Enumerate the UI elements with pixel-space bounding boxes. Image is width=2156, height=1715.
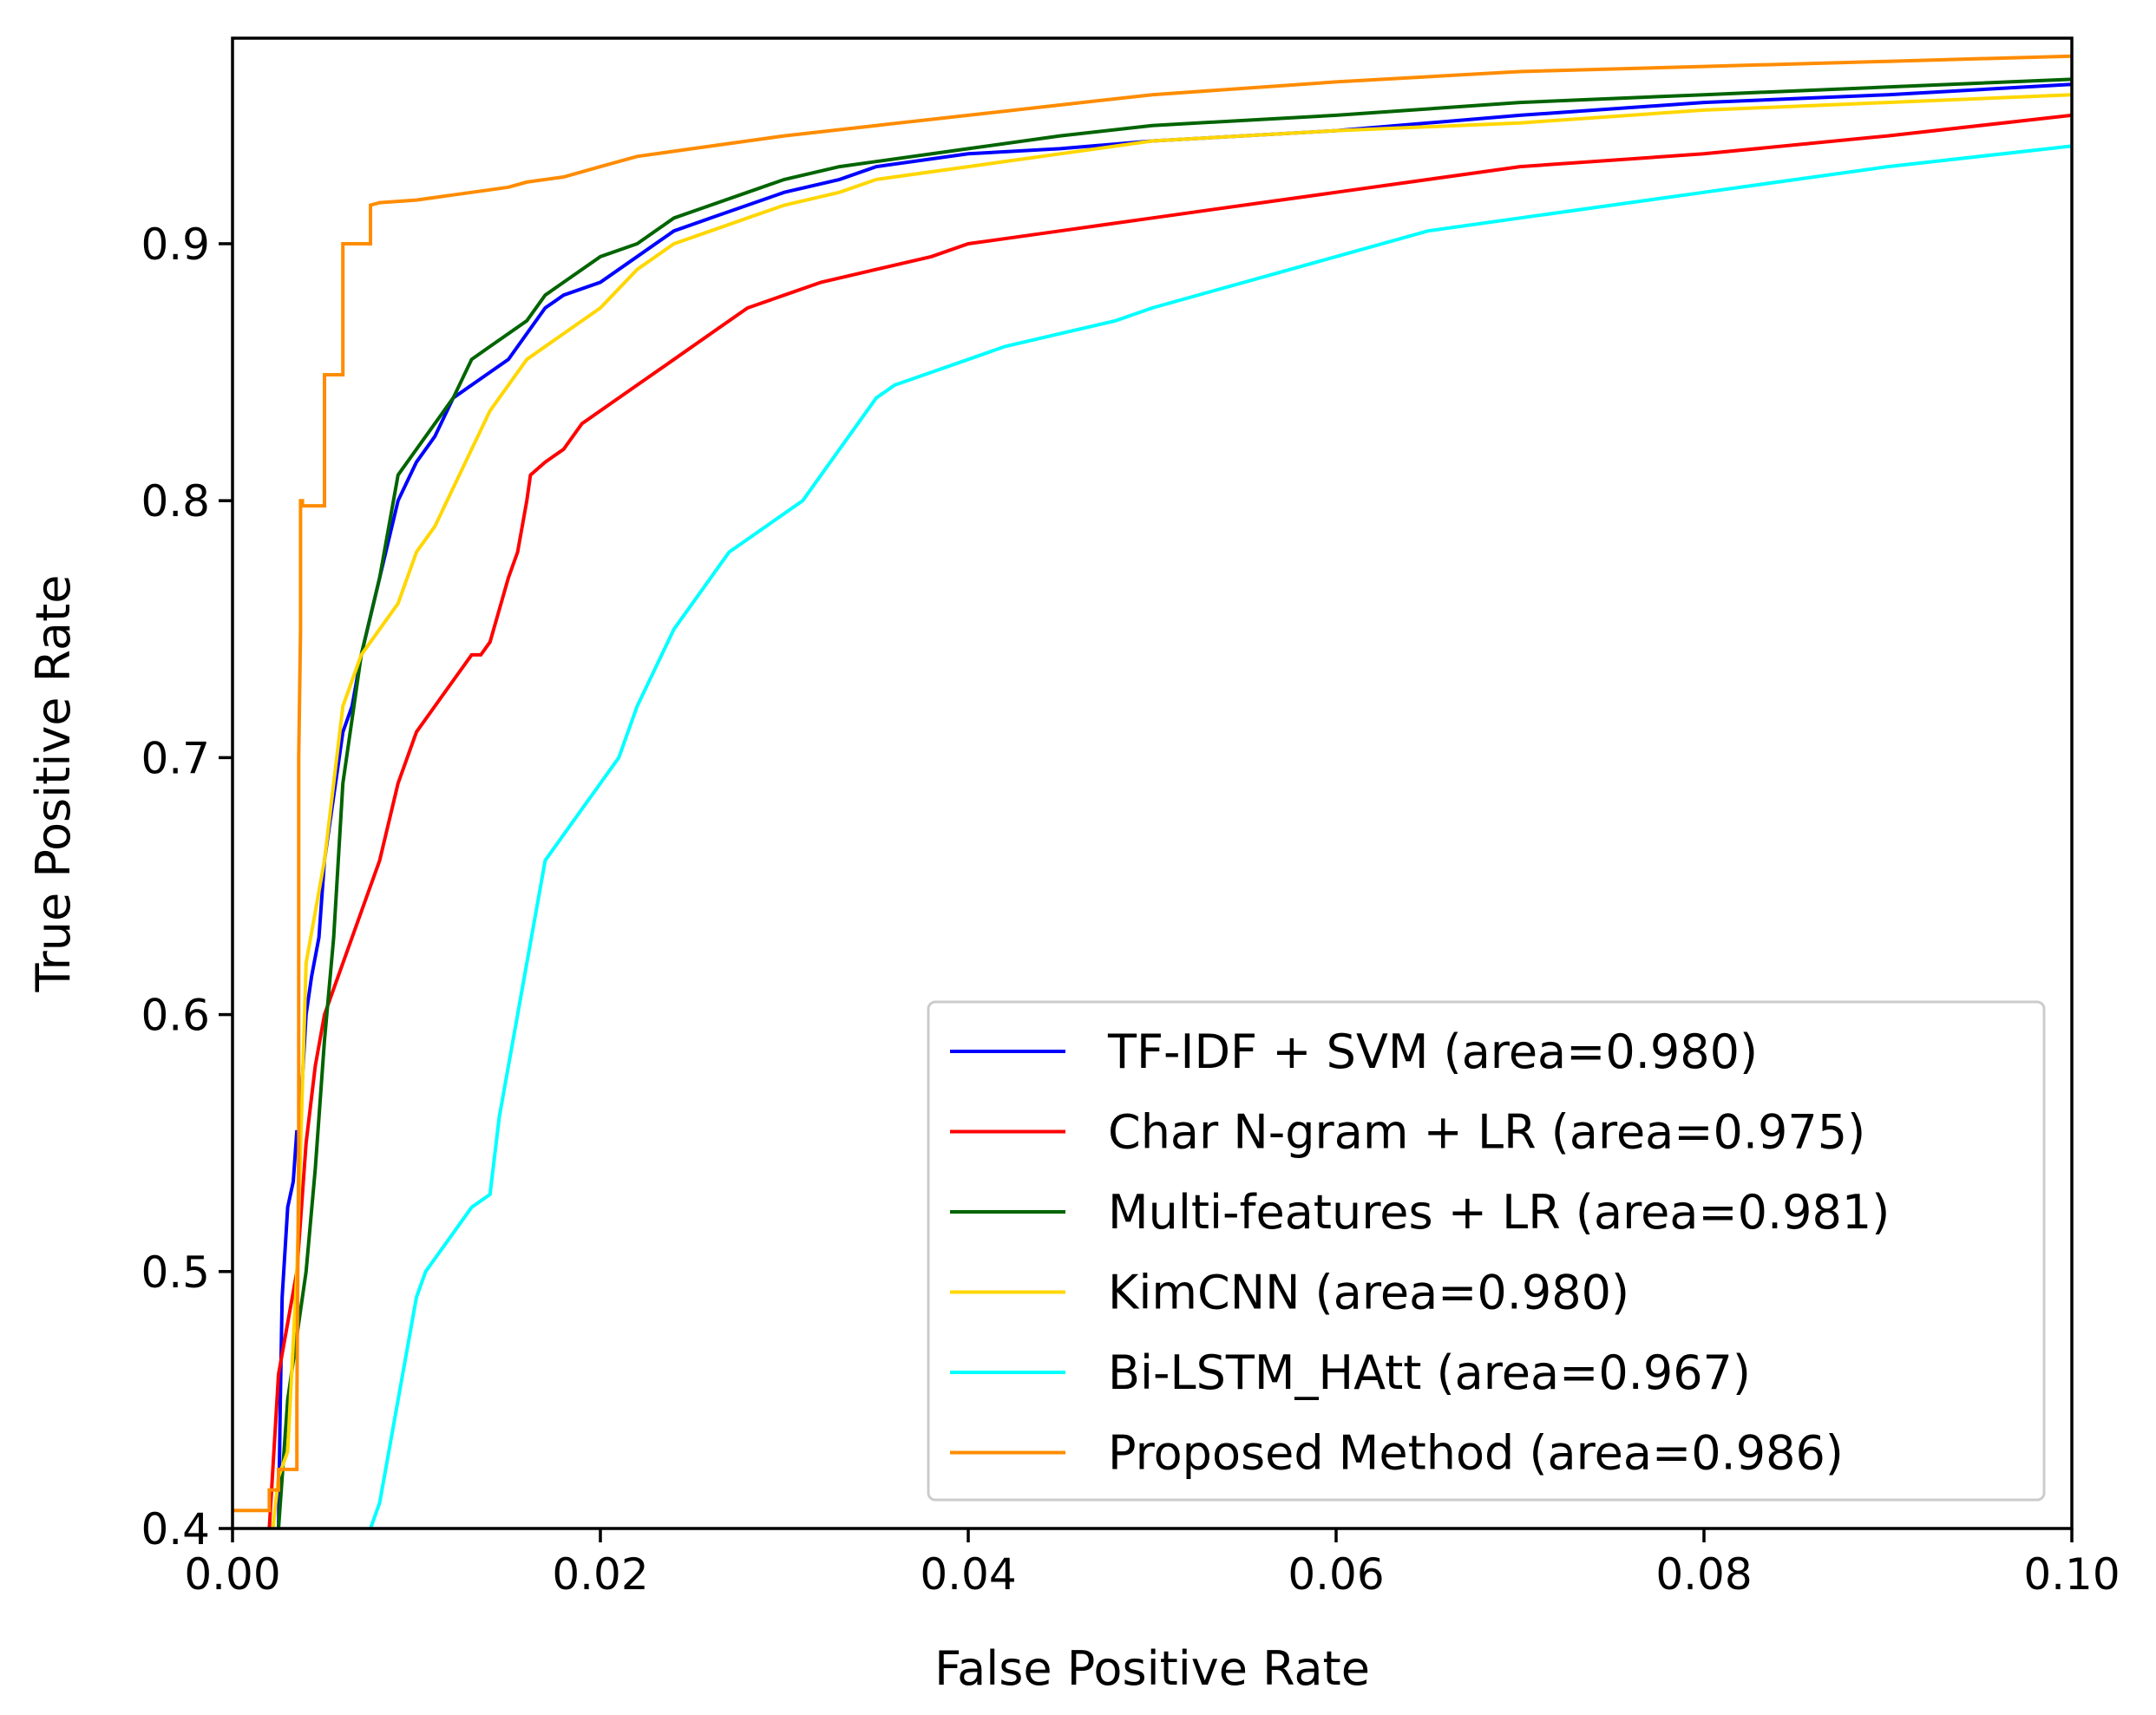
series-layer (233, 54, 2072, 1528)
y-tick-label: 0.7 (141, 733, 210, 783)
x-tick-label: 0.06 (1288, 1549, 1384, 1600)
x-tick-label: 0.08 (1655, 1549, 1752, 1600)
x-axis: 0.00 0.02 0.04 0.06 0.08 0.10 (184, 1528, 2120, 1600)
series-line-2 (277, 77, 2072, 1528)
series-line-3 (271, 93, 2072, 1528)
legend-label-0: TF-IDF + SVM (area=0.980) (1107, 1024, 1758, 1079)
legend-label-3: KimCNN (area=0.980) (1108, 1266, 1629, 1320)
x-tick-label: 0.00 (184, 1549, 280, 1600)
y-tick-label: 0.8 (141, 476, 210, 527)
legend-frame (927, 1000, 2046, 1502)
y-axis: 0.4 0.5 0.6 0.7 0.8 0.9 (141, 219, 233, 1555)
legend-label-1: Char N-gram + LR (area=0.975) (1108, 1105, 1865, 1160)
legend-label-5: Proposed Method (area=0.986) (1108, 1426, 1844, 1481)
plot-frame (231, 36, 2074, 1530)
x-tick-label: 0.04 (920, 1549, 1016, 1600)
x-axis-label: False Positive Rate (934, 1641, 1370, 1696)
y-tick-label: 0.4 (141, 1504, 210, 1555)
series-line-1 (267, 113, 2072, 1528)
y-tick-label: 0.9 (141, 219, 210, 270)
series-line-4 (369, 144, 2072, 1528)
y-tick-label: 0.5 (141, 1247, 210, 1298)
legend-label-4: Bi-LSTM_HAtt (area=0.967) (1108, 1345, 1751, 1400)
legend: TF-IDF + SVM (area=0.980) Char N-gram + L… (927, 1000, 2046, 1502)
legend-label-2: Multi-features + LR (area=0.981) (1108, 1185, 1890, 1240)
x-tick-label: 0.10 (2023, 1549, 2120, 1600)
y-axis-label: True Positive Rate (26, 574, 81, 992)
series-line-5 (233, 54, 2072, 1513)
y-tick-label: 0.6 (141, 991, 210, 1041)
x-tick-label: 0.02 (552, 1549, 648, 1600)
